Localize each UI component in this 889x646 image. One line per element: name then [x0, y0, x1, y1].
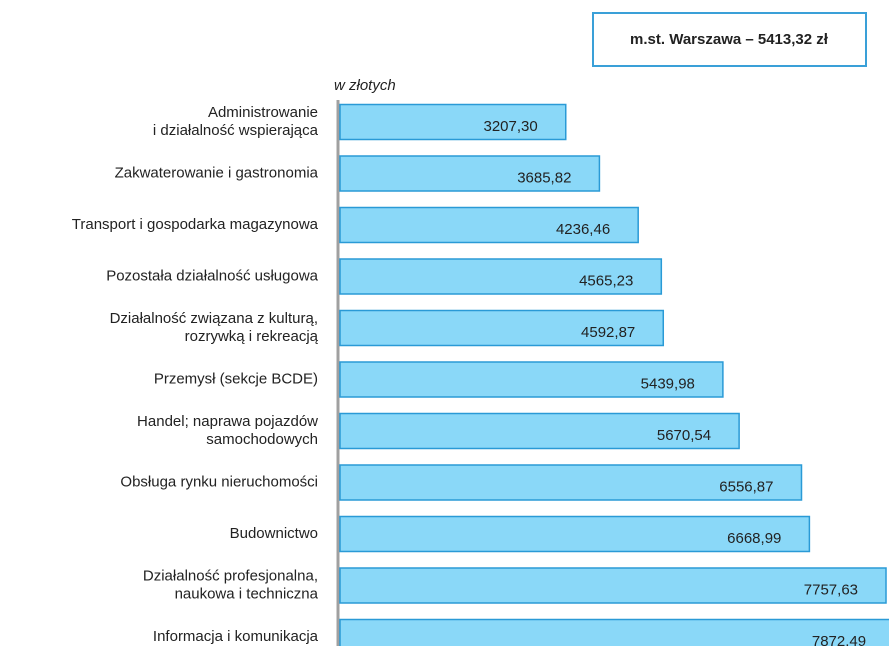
bar [339, 206, 639, 244]
value-label: 4565,23 [579, 272, 633, 289]
value-label: 3207,30 [484, 118, 538, 135]
category-label: Budownictwo [230, 525, 318, 542]
value-label: 5670,54 [657, 427, 711, 444]
value-label: 7757,63 [804, 581, 858, 598]
bar [339, 155, 601, 192]
chart-title: m.st. Warszawa – 5413,32 zł [630, 31, 829, 48]
bar [339, 567, 887, 604]
bar [339, 515, 811, 553]
category-label: Administrowanie i działalność wspierająca [153, 104, 319, 139]
bar [339, 412, 740, 450]
category-label: Pozostała działalność usługowa [106, 267, 318, 284]
category-label: Transport i gospodarka magazynowa [72, 216, 319, 233]
category-label: Handel; naprawa pojazdów samochodowych [137, 413, 318, 448]
value-label: 6668,99 [727, 530, 781, 547]
value-label: 4236,46 [556, 221, 610, 238]
category-label: Przemysł (sekcje BCDE) [154, 370, 318, 387]
bar [339, 361, 724, 398]
bar [339, 103, 567, 141]
category-label: Działalność profesjonalna, naukowa i tech… [143, 567, 319, 602]
bar [339, 309, 665, 347]
title-box [592, 12, 867, 67]
subtitle: w złotych [334, 77, 396, 94]
value-label: 7872,49 [812, 633, 866, 646]
category-label: Zakwaterowanie i gastronomia [115, 164, 319, 181]
category-label: Działalność związana z kulturą, rozrywką … [110, 310, 319, 345]
bar [339, 258, 663, 295]
category-label: Obsługa rynku nieruchomości [120, 473, 318, 490]
value-label: 3685,82 [517, 169, 571, 186]
value-label: 4592,87 [581, 324, 635, 341]
category-label: Informacja i komunikacja [153, 628, 319, 645]
bar [339, 618, 889, 646]
bar [339, 464, 803, 501]
value-label: 6556,87 [719, 478, 773, 495]
value-label: 5439,98 [641, 375, 695, 392]
